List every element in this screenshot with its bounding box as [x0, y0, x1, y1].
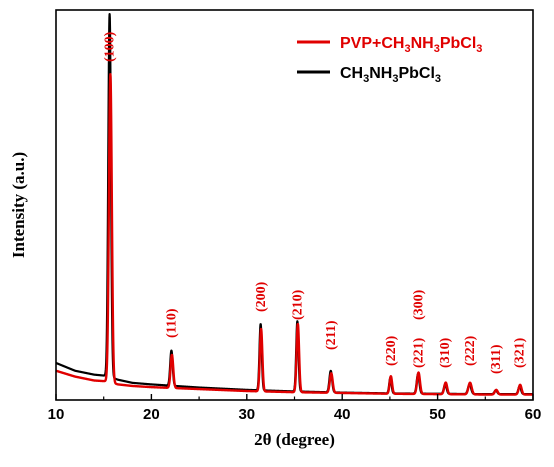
peak-label: (211) — [324, 320, 339, 350]
peak-label: (220) — [384, 335, 399, 366]
peak-label: (300) — [412, 289, 427, 320]
peak-label: (200) — [254, 281, 269, 312]
y-axis-title: Intensity (a.u.) — [9, 152, 28, 258]
legend: PVP+CH3NH3PbCl3 CH3NH3PbCl3 — [297, 35, 482, 85]
x-tick-label: 50 — [429, 406, 446, 423]
peak-label: (100) — [102, 31, 117, 62]
x-tick-label: 10 — [48, 406, 65, 423]
legend-label: CH3NH3PbCl3 — [340, 65, 441, 85]
x-tick-label: 30 — [238, 406, 255, 423]
peak-label: (310) — [438, 337, 453, 368]
peak-label: (210) — [290, 289, 305, 320]
peak-label: (222) — [463, 335, 478, 366]
x-tick-label: 60 — [525, 406, 542, 423]
peak-labels: (100) (110) (200) (210) (211) (220) (221) (300)… — [102, 31, 527, 374]
series-line-ch3nh3pbcl3 — [55, 13, 534, 396]
peak-label: (221) — [412, 337, 427, 368]
plot-frame — [55, 9, 534, 401]
series-lines — [54, 13, 535, 396]
peak-label: (321) — [513, 337, 528, 368]
legend-label: PVP+CH3NH3PbCl3 — [340, 35, 482, 55]
x-axis-title: 2θ (degree) — [254, 430, 335, 449]
peak-label: (311) — [489, 344, 504, 374]
peak-label: (110) — [164, 308, 179, 338]
x-tick-label: 40 — [334, 406, 351, 423]
x-tick-label: 20 — [143, 406, 160, 423]
x-axis-ticks: 10 20 30 40 50 60 — [48, 394, 542, 423]
series-line-pvp-ch3nh3pbcl3 — [54, 73, 535, 396]
